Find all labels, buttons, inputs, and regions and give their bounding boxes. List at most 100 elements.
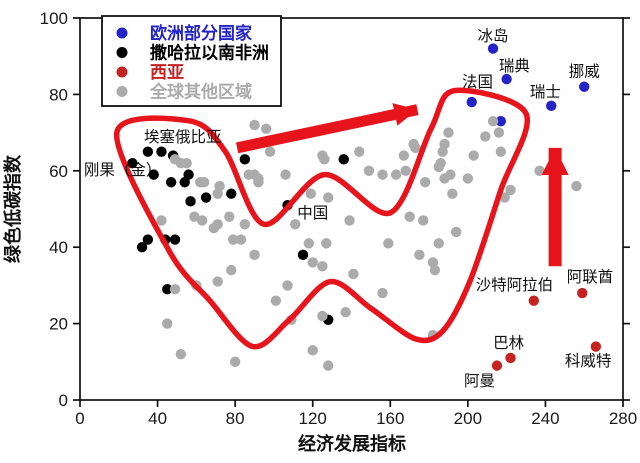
data-point xyxy=(142,146,154,157)
data-point xyxy=(249,249,260,261)
data-point xyxy=(165,177,177,188)
data-point xyxy=(571,180,582,192)
data-point xyxy=(198,177,210,188)
data-point xyxy=(354,146,365,157)
data-point xyxy=(136,242,148,253)
y-tick-label: 20 xyxy=(49,315,68,334)
y-tick-label: 80 xyxy=(49,85,68,104)
x-tick-label: 120 xyxy=(299,409,327,428)
data-point xyxy=(228,234,239,245)
data-point xyxy=(528,295,539,306)
data-point xyxy=(183,169,194,180)
data-point xyxy=(162,318,173,329)
country-label: 刚果（金） xyxy=(84,161,162,179)
legend-entry-label: 欧洲部分国家 xyxy=(150,23,252,43)
data-point xyxy=(307,345,318,356)
data-point xyxy=(189,211,200,222)
data-point xyxy=(491,360,503,371)
data-point xyxy=(297,249,309,261)
data-point xyxy=(317,310,328,322)
x-tick-label: 240 xyxy=(531,409,559,428)
data-point xyxy=(321,238,332,249)
data-point xyxy=(338,154,349,165)
data-point xyxy=(212,276,223,287)
data-point xyxy=(495,115,507,127)
data-point xyxy=(181,157,192,169)
country-label: 阿曼 xyxy=(464,372,495,390)
data-point xyxy=(175,348,187,360)
data-point xyxy=(229,356,241,367)
plot-border xyxy=(79,17,624,401)
data-point xyxy=(323,360,334,371)
data-point xyxy=(317,261,328,272)
data-point xyxy=(249,119,260,131)
data-point xyxy=(208,222,220,234)
data-point xyxy=(169,284,181,295)
data-points xyxy=(127,43,602,371)
data-point xyxy=(418,215,429,226)
axis-ticks: 0 40 80 120 160 200 240 280 0 20 40 60 80 100 xyxy=(40,9,638,428)
data-point xyxy=(235,234,247,245)
band-outline-path xyxy=(114,87,531,350)
x-tick-label: 160 xyxy=(376,409,404,428)
data-point xyxy=(303,238,315,249)
data-point xyxy=(305,188,316,199)
data-point xyxy=(534,165,545,176)
data-point xyxy=(398,150,410,161)
data-point xyxy=(445,169,456,180)
data-point xyxy=(162,284,173,295)
country-label: 沙特阿拉伯 xyxy=(476,276,554,294)
data-point xyxy=(414,249,425,261)
data-point xyxy=(156,146,167,157)
data-point xyxy=(156,215,167,226)
data-point xyxy=(433,238,444,249)
x-tick-label: 200 xyxy=(454,409,482,428)
legend-marker xyxy=(116,27,128,39)
data-point xyxy=(226,188,237,199)
data-point xyxy=(487,43,499,54)
y-tick-label: 0 xyxy=(59,391,68,410)
y-tick-label: 60 xyxy=(49,162,68,181)
data-point xyxy=(383,238,394,249)
data-point xyxy=(501,73,512,85)
data-point xyxy=(505,184,516,196)
country-label: 挪威 xyxy=(569,62,600,80)
country-label: 埃塞俄比亚 xyxy=(144,128,222,146)
y-tick-label: 100 xyxy=(40,9,68,28)
data-point xyxy=(280,169,291,180)
data-point xyxy=(493,127,505,138)
country-label: 科威特 xyxy=(565,352,612,370)
legend-entry-label: 西亚 xyxy=(150,63,184,82)
data-point xyxy=(590,341,602,352)
legend-entry-label: 撒哈拉以南非洲 xyxy=(150,43,269,63)
data-point xyxy=(377,169,388,180)
data-point xyxy=(466,96,477,108)
data-point xyxy=(579,81,590,92)
x-axis-title: 经济发展指标 xyxy=(298,433,406,454)
data-point xyxy=(390,169,402,180)
x-tick-label: 80 xyxy=(226,409,245,428)
data-point xyxy=(253,173,264,184)
data-point xyxy=(127,157,138,169)
data-point xyxy=(307,257,318,268)
data-point xyxy=(290,219,301,230)
data-point xyxy=(185,196,196,207)
legend-entry-label: 全球其他区域 xyxy=(149,82,252,102)
data-point xyxy=(451,226,462,238)
country-label: 法国 xyxy=(462,73,493,91)
data-point xyxy=(319,154,330,165)
data-point xyxy=(169,234,181,245)
data-point xyxy=(377,287,388,299)
data-point xyxy=(200,192,212,203)
data-point xyxy=(226,264,237,276)
data-point xyxy=(282,280,293,291)
legend-marker xyxy=(116,86,128,97)
data-point xyxy=(212,188,223,199)
data-point xyxy=(142,234,154,245)
country-label: 中国 xyxy=(297,204,328,222)
data-point xyxy=(148,169,159,180)
trend-arrow-diagonal xyxy=(235,103,419,154)
